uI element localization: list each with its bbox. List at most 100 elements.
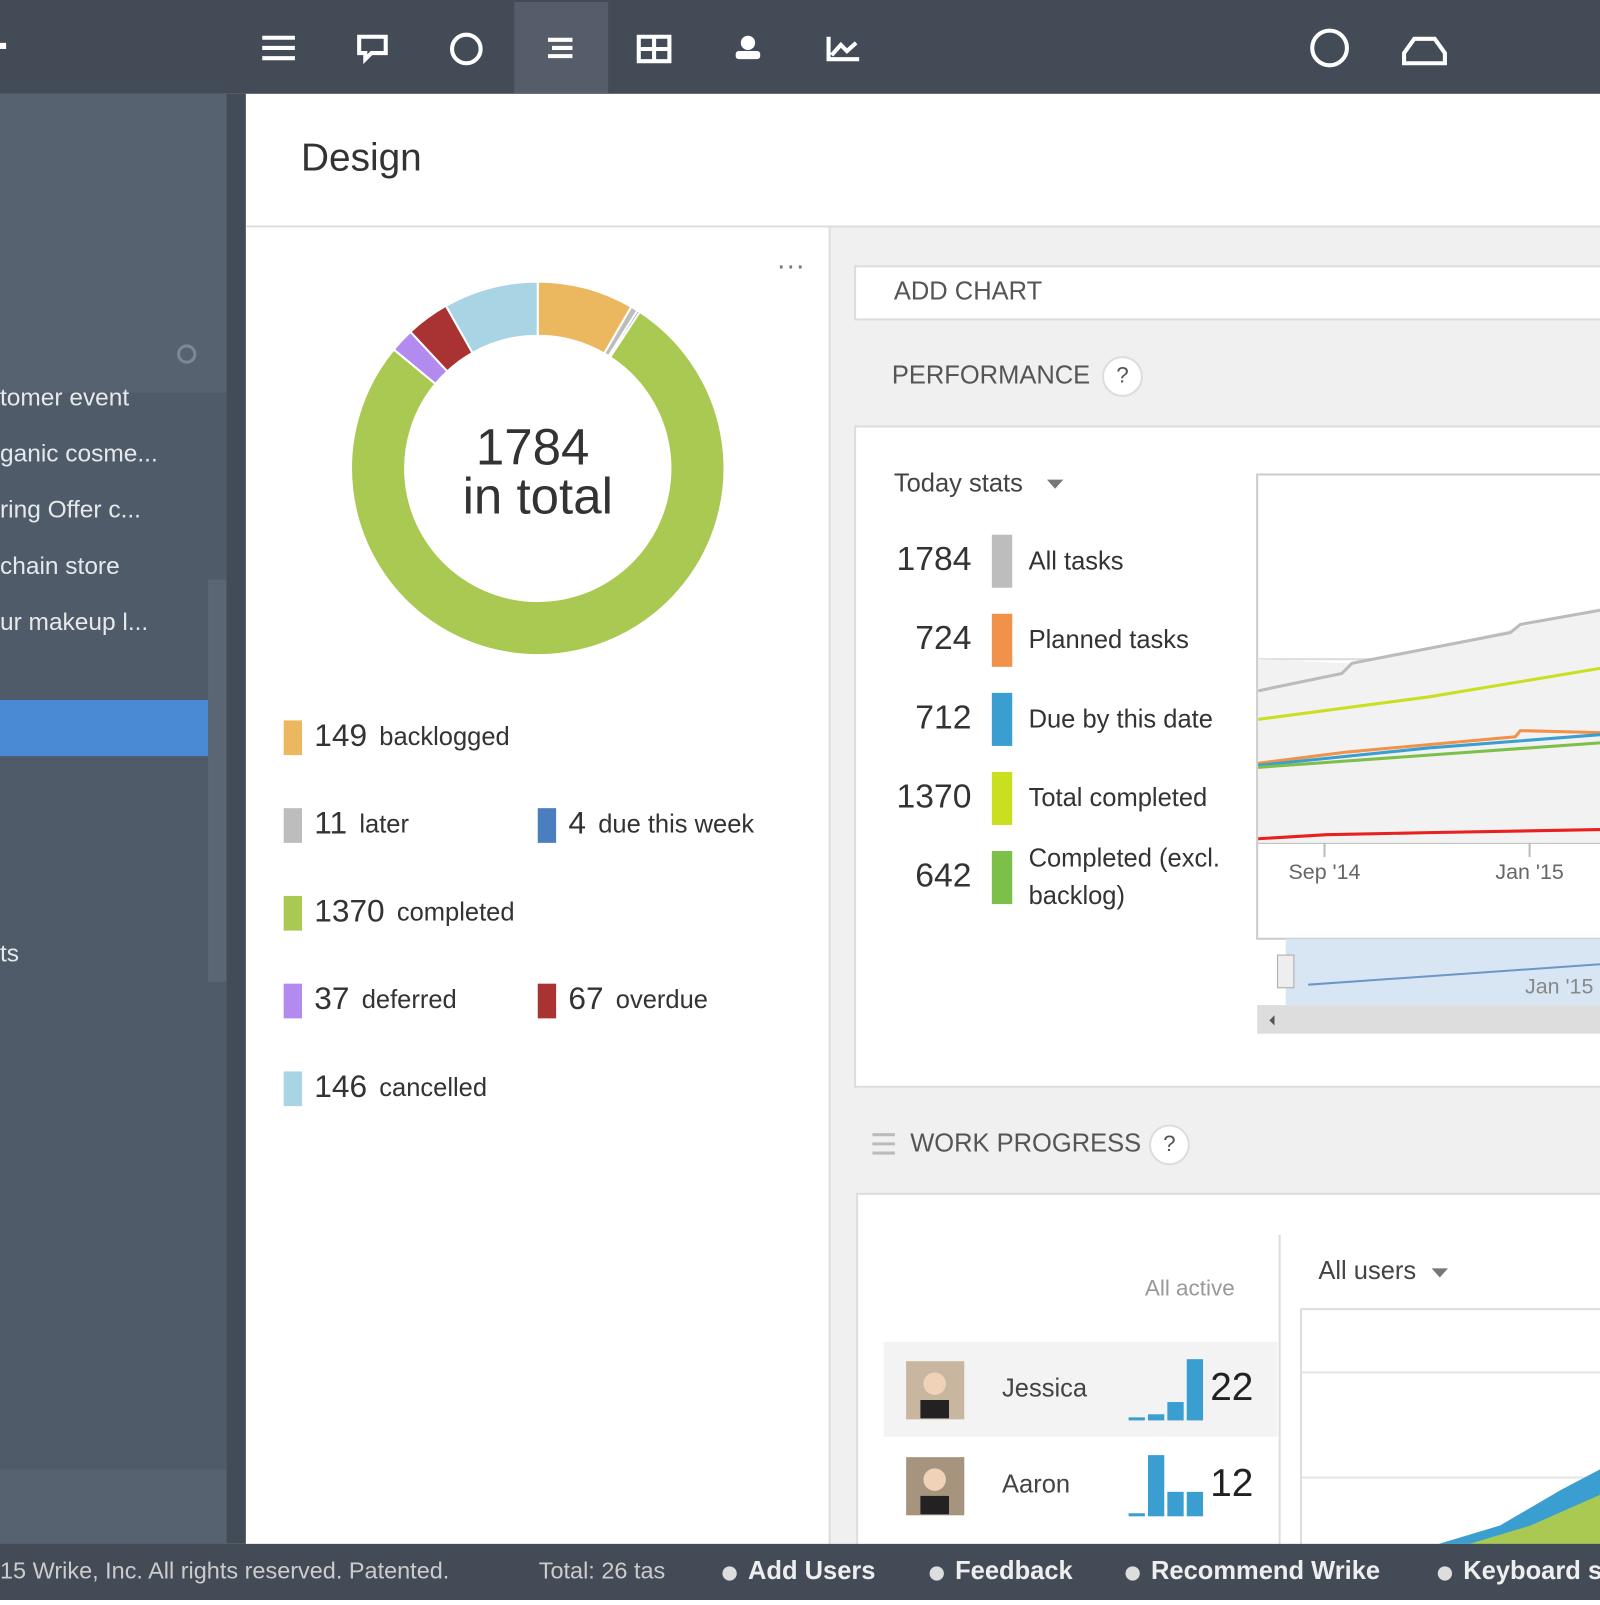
donut-segment [444,280,539,355]
stat-label-box: All tasks [1028,546,1124,575]
inbox-icon[interactable] [1402,36,1447,66]
stat-label: Total completed [1028,783,1208,813]
timer-icon[interactable] [450,32,483,66]
user-icon-body [735,51,761,60]
legend-entry: 146 cancelled [314,1068,487,1104]
legend-swatch [283,720,303,756]
legend-value: 149 [314,717,367,753]
stat-label: All tasks [1028,546,1124,575]
add-chart-label: ADD CHART [894,278,1042,306]
stat-value: 1370 [897,778,972,815]
stat-label: Completed (excl. backlog) [1028,843,1220,911]
legend-value: 4 [568,805,586,841]
legend-swatch [537,808,557,843]
menu-icon[interactable] [262,35,295,61]
user-count: 12 [1210,1462,1253,1505]
sidebar-scrollbar[interactable] [208,579,227,982]
stat-value: 712 [915,699,971,736]
legend-label: cancelled [379,1074,487,1102]
footer-link[interactable]: Keyboard s [1463,1557,1600,1585]
legend-swatch [283,983,303,1019]
sidebar-bottom [0,1469,227,1544]
navigator-label: Jan '15 [1525,974,1593,998]
table-icon[interactable] [636,34,672,64]
add-chart-button[interactable] [854,265,1600,321]
page-title: Design [301,136,422,179]
donut-segment [350,310,726,657]
sidebar-item[interactable]: ur makeup l... [0,609,148,636]
scroll-arrow[interactable] [1269,1015,1275,1026]
legend-entry: 149 backlogged [314,717,509,753]
user-avatar-face [923,1372,946,1395]
user-avatar-face [923,1468,946,1491]
stream-icon[interactable] [357,34,388,65]
stat-label-box: Completed (excl. backlog) [1028,843,1220,911]
footer-link[interactable]: Feedback [955,1557,1073,1585]
sidebar-item[interactable]: ganic cosme... [0,441,158,468]
copyright: 15 Wrike, Inc. All rights reserved. Pate… [0,1558,449,1584]
footer-link[interactable]: Add Users [748,1557,876,1585]
stat-label-box: Planned tasks [1029,626,1189,655]
list-icon[interactable] [547,37,573,59]
trend-total-completed [1257,666,1600,721]
legend-value: 1370 [314,893,384,929]
help-label: ? [1116,362,1128,387]
legend-swatch [537,983,557,1019]
legend-label: backlogged [379,722,509,750]
more-menu[interactable]: ··· [777,250,806,282]
stat-swatch [991,692,1013,746]
navigator-scrollbar[interactable] [1257,1005,1600,1034]
sidebar-item[interactable]: ring Offer c... [0,497,141,524]
sidebar-selected[interactable] [0,700,209,757]
legend-label: overdue [616,986,708,1014]
donut-caption: in total [463,467,613,524]
trend-planned [1257,729,1600,765]
drag-handle[interactable] [872,1133,895,1155]
filter-label[interactable]: All active [1145,1276,1235,1301]
search-icon[interactable] [177,344,197,364]
user-name[interactable]: Jessica [1002,1375,1088,1403]
stat-swatch [991,851,1013,905]
sidebar-item[interactable]: tomer event [0,384,129,411]
sidebar-item[interactable]: ts [0,941,19,968]
footer-link[interactable]: Recommend Wrike [1151,1557,1380,1585]
stats-dropdown[interactable]: Today stats [894,469,1023,497]
user-icon[interactable] [740,35,756,50]
legend-swatch [283,1071,303,1107]
navigator-handle[interactable] [1277,954,1295,989]
users-dropdown[interactable]: All users [1318,1257,1416,1285]
sidebar-item[interactable]: chain store [0,553,120,580]
user-bar [1186,1491,1204,1517]
stat-value: 1784 [897,541,972,578]
legend-value: 37 [314,980,349,1016]
legend-label: completed [397,898,515,926]
user-name[interactable]: Aaron [1002,1470,1070,1498]
help-button[interactable] [1148,1124,1190,1166]
navigator-line [1308,963,1600,986]
legend-value: 11 [314,805,347,841]
analytics-icon[interactable] [826,36,860,62]
footer-link-icon [929,1566,944,1581]
navigator-window[interactable] [1285,938,1600,1006]
footer [0,1543,1600,1600]
user-bar [1186,1359,1204,1421]
legend-label: deferred [362,986,457,1014]
legend-swatch [283,808,303,843]
footer-link-icon [1125,1566,1140,1581]
help-button[interactable] [1102,356,1143,397]
trend-overdue [1258,828,1600,841]
mentions-icon[interactable] [1310,28,1349,68]
footer-link-icon [722,1566,737,1581]
user-bar [1167,1491,1184,1517]
trend-all [1257,608,1600,693]
legend-entry: 67 overdue [568,980,708,1016]
donut-total: 1784 [476,419,590,476]
legend-entry: 1370 completed [314,893,514,929]
x-tick-label: Sep '14 [1289,860,1361,884]
user-bar [1147,1455,1165,1517]
trend-completed-excl [1258,741,1600,769]
stat-swatch [991,613,1013,667]
chart-area [1258,608,1600,843]
